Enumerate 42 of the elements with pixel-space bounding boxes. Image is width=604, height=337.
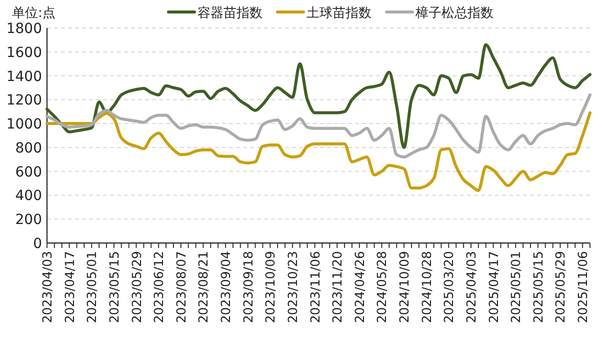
x-tick-label: 2023/11/06	[307, 250, 322, 324]
x-tick-label: 2025/11/06	[575, 250, 590, 324]
x-tick-label: 2023/04/17	[62, 251, 77, 324]
x-tick-label: 2023/09/18	[240, 250, 256, 324]
x-tick-label: 2025/03/20	[441, 250, 456, 324]
y-tick-label: 1200	[6, 92, 42, 109]
y-tick-label: 1600	[6, 44, 42, 61]
y-tick-label: 1000	[6, 116, 42, 133]
y-tick-label: 1400	[6, 68, 42, 85]
legend-label: 樟子松总指数	[414, 5, 494, 21]
x-tick-label: 2024/10/28	[418, 250, 434, 324]
y-tick-label: 200	[15, 212, 42, 228]
y-tick-label: 800	[15, 140, 42, 156]
y-tick-label: 1800	[6, 21, 42, 37]
x-tick-label: 2023/05/01	[84, 251, 100, 324]
x-tick-label: 2025/05/29	[552, 250, 568, 324]
line-series	[46, 111, 592, 192]
y-tick-label: 600	[15, 164, 42, 180]
y-tick-label: 0	[33, 236, 42, 252]
legend-label: 容器苗指数	[198, 5, 262, 21]
x-tick-label: 2023/11/20	[330, 250, 345, 324]
x-tick-label: 2023/04/03	[40, 251, 54, 324]
x-tick-label: 2023/05/29	[128, 250, 144, 324]
y-axis-title: 单位:点	[12, 6, 56, 21]
y-tick-label: 400	[15, 188, 42, 204]
x-tick-label: 2023/06/12	[151, 251, 166, 324]
x-tick-label: 2024/04/26	[352, 250, 367, 324]
x-tick-label: 2025/05/01	[508, 251, 524, 324]
x-tick-label: 2024/05/28	[374, 250, 390, 324]
x-tick-label: 2023/08/07	[173, 251, 188, 324]
legend-label: 土球苗指数	[306, 6, 372, 21]
x-tick-label: 2023/09/04	[218, 250, 234, 324]
x-tick-label: 2025/04/03	[463, 251, 478, 324]
x-tick-label: 2023/05/15	[106, 251, 122, 324]
x-tick-label: 2024/10/09	[396, 250, 412, 324]
x-tick-label: 2023/10/09	[262, 250, 278, 324]
x-tick-label: 2025/05/15	[530, 251, 546, 324]
line-series	[46, 93, 592, 158]
x-tick-label: 2025/04/17	[486, 251, 501, 324]
x-tick-label: 2023/10/23	[284, 251, 300, 324]
line-series	[46, 43, 592, 149]
x-tick-label: 2023/08/21	[196, 251, 211, 324]
